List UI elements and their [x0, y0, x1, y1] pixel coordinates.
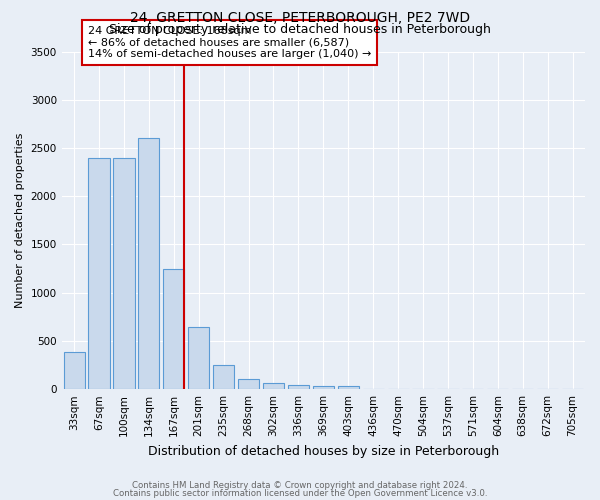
Text: Contains public sector information licensed under the Open Government Licence v3: Contains public sector information licen…	[113, 488, 487, 498]
Text: Size of property relative to detached houses in Peterborough: Size of property relative to detached ho…	[109, 22, 491, 36]
Bar	[338, 386, 359, 389]
Bar	[88, 158, 110, 389]
Bar	[288, 385, 309, 389]
Bar	[138, 138, 160, 389]
Bar	[313, 386, 334, 389]
Bar	[64, 352, 85, 389]
Bar	[113, 158, 134, 389]
Bar	[263, 384, 284, 389]
Bar	[163, 268, 184, 389]
Bar	[213, 365, 234, 389]
Y-axis label: Number of detached properties: Number of detached properties	[15, 132, 25, 308]
Bar	[188, 328, 209, 389]
Text: 24 GRETTON CLOSE: 168sqm
← 86% of detached houses are smaller (6,587)
14% of sem: 24 GRETTON CLOSE: 168sqm ← 86% of detach…	[88, 26, 371, 59]
Bar	[238, 379, 259, 389]
Text: 24, GRETTON CLOSE, PETERBOROUGH, PE2 7WD: 24, GRETTON CLOSE, PETERBOROUGH, PE2 7WD	[130, 11, 470, 25]
Text: Contains HM Land Registry data © Crown copyright and database right 2024.: Contains HM Land Registry data © Crown c…	[132, 481, 468, 490]
X-axis label: Distribution of detached houses by size in Peterborough: Distribution of detached houses by size …	[148, 444, 499, 458]
